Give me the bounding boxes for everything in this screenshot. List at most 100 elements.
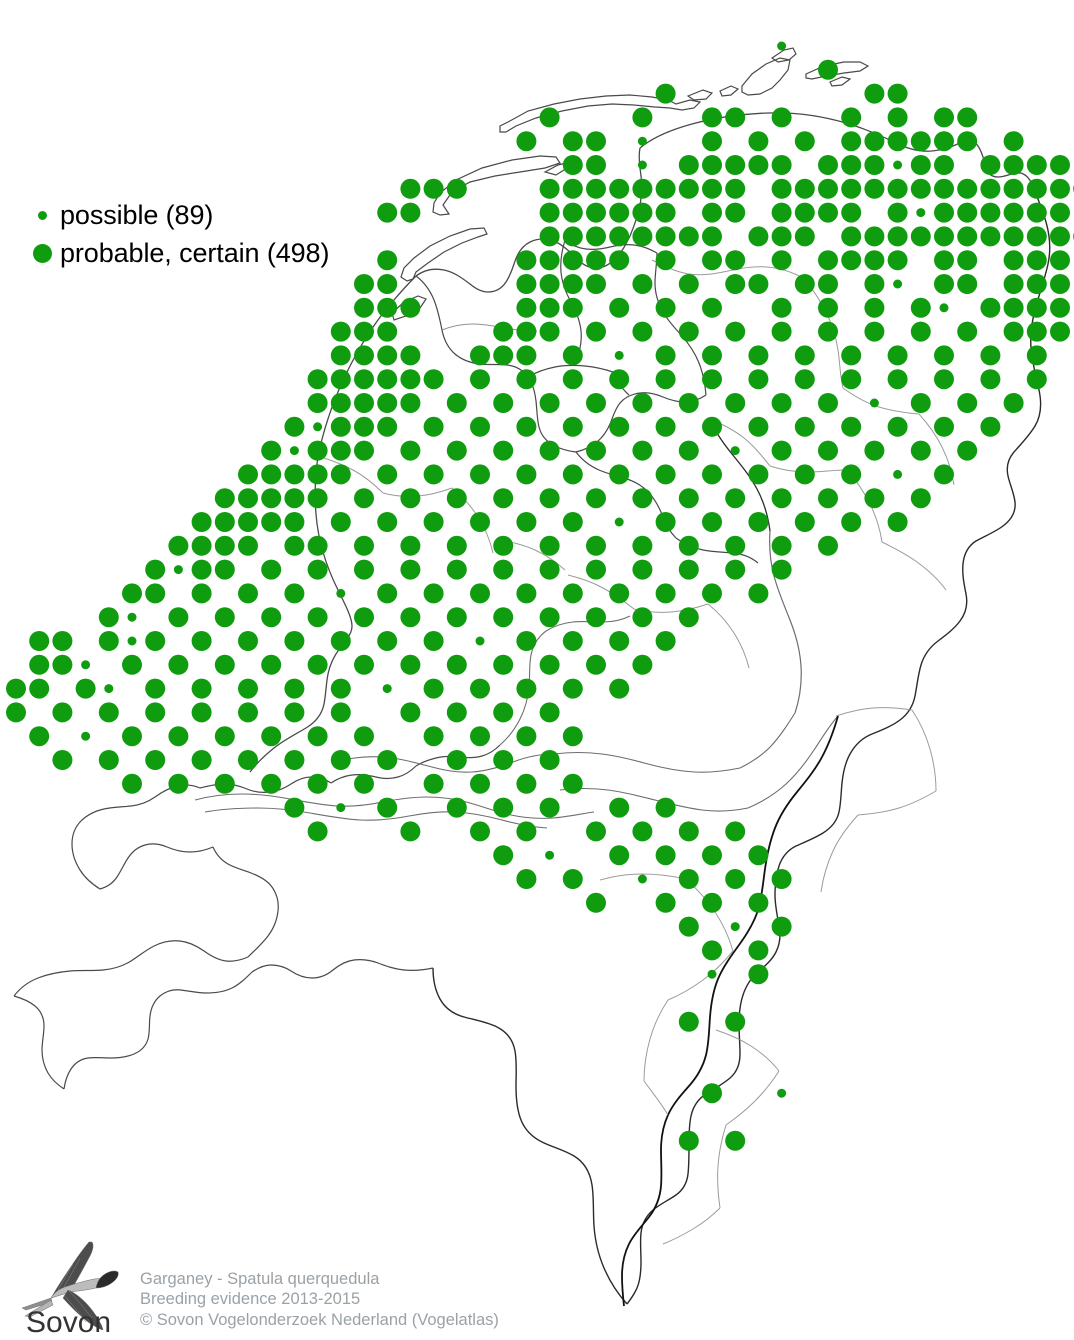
atlas-dot [284, 678, 305, 699]
atlas-dot [562, 869, 583, 889]
atlas-dot [29, 726, 50, 747]
atlas-dot [539, 702, 560, 723]
atlas-dot [562, 274, 583, 294]
atlas-dot [52, 750, 73, 770]
atlas-dot [516, 274, 537, 294]
atlas-dot [330, 345, 351, 366]
atlas-dot [980, 416, 1001, 437]
atlas-dot [1026, 297, 1047, 318]
atlas-dot [771, 202, 792, 223]
atlas-dot [545, 850, 555, 860]
atlas-dot [377, 274, 398, 294]
atlas-dot [934, 464, 954, 485]
atlas-dot [446, 797, 467, 818]
atlas-dot [678, 1130, 699, 1151]
atlas-dot [1026, 155, 1047, 175]
atlas-dot [191, 559, 212, 580]
atlas-dot [1026, 274, 1047, 294]
atlas-dot [794, 202, 815, 223]
atlas-dot [400, 559, 421, 580]
atlas-dot [1026, 321, 1047, 342]
sovon-swallow-icon: Sovon [21, 1241, 119, 1336]
atlas-dot [609, 678, 630, 699]
atlas-dot [1050, 297, 1070, 318]
atlas-dot [377, 345, 398, 366]
atlas-dot [539, 535, 560, 556]
atlas-dot [516, 512, 537, 532]
atlas-dot [330, 440, 351, 461]
atlas-dot [470, 369, 490, 390]
atlas-dot [261, 559, 282, 580]
caption-copyright: © Sovon Vogelonderzoek Nederland (Vogela… [140, 1310, 499, 1329]
atlas-dot [423, 369, 444, 390]
atlas-dot [632, 226, 653, 247]
atlas-dot [609, 464, 630, 485]
atlas-dot [330, 416, 351, 437]
atlas-dot [864, 321, 885, 342]
atlas-dot [655, 631, 676, 651]
atlas-dot [122, 654, 142, 675]
atlas-dot [191, 583, 212, 604]
atlas-dot [307, 726, 328, 747]
atlas-dot [771, 488, 792, 509]
atlas-dot [539, 107, 560, 128]
atlas-dot [887, 202, 908, 223]
atlas-dot [678, 869, 699, 889]
atlas-dot [1003, 274, 1024, 294]
atlas-dot [354, 488, 374, 509]
atlas-dot [841, 512, 862, 532]
atlas-dot [957, 178, 978, 199]
atlas-dot [562, 631, 583, 651]
atlas-dot [377, 321, 398, 342]
atlas-dot [887, 345, 908, 366]
atlas-dot [400, 393, 421, 413]
atlas-dot [678, 1011, 699, 1032]
atlas-dot [214, 535, 235, 556]
atlas-dot [655, 845, 676, 866]
atlas-dot [307, 393, 328, 413]
atlas-dot [748, 274, 769, 294]
atlas-dot [516, 345, 537, 366]
atlas-dot [818, 274, 838, 294]
atlas-dot [330, 393, 351, 413]
atlas-dot [702, 202, 722, 223]
atlas-dot [841, 107, 862, 128]
atlas-dot [957, 250, 978, 271]
atlas-dot [446, 393, 467, 413]
atlas-dot [586, 226, 606, 247]
atlas-dot [173, 565, 183, 575]
atlas-dot [655, 583, 676, 604]
legend-dot-possible-icon [37, 210, 47, 220]
atlas-dot [678, 535, 699, 556]
atlas-dot [655, 250, 676, 271]
atlas-dot [887, 107, 908, 128]
atlas-dot [238, 464, 258, 485]
atlas-dot [864, 178, 885, 199]
atlas-dot [632, 654, 653, 675]
atlas-dot [910, 321, 931, 342]
atlas-dot [289, 446, 299, 456]
atlas-dot [354, 726, 374, 747]
atlas-dot [145, 583, 166, 604]
atlas-dot [632, 178, 653, 199]
atlas-dot [284, 583, 305, 604]
atlas-dot [562, 369, 583, 390]
atlas-dot [52, 702, 73, 723]
atlas-dot [191, 631, 212, 651]
atlas-dot [238, 702, 258, 723]
atlas-dot [191, 512, 212, 532]
atlas-dot [725, 1130, 746, 1151]
atlas-dot [702, 416, 722, 437]
atlas-dot [98, 631, 119, 651]
atlas-dot [539, 202, 560, 223]
atlas-dot [284, 535, 305, 556]
atlas-dot [562, 678, 583, 699]
atlas-dot [841, 202, 862, 223]
atlas-dot [841, 464, 862, 485]
atlas-dot [655, 297, 676, 318]
atlas-dot [238, 512, 258, 532]
atlas-dot [330, 702, 351, 723]
atlas-dot [1003, 202, 1024, 223]
atlas-dot [632, 274, 653, 294]
atlas-dot [725, 393, 746, 413]
